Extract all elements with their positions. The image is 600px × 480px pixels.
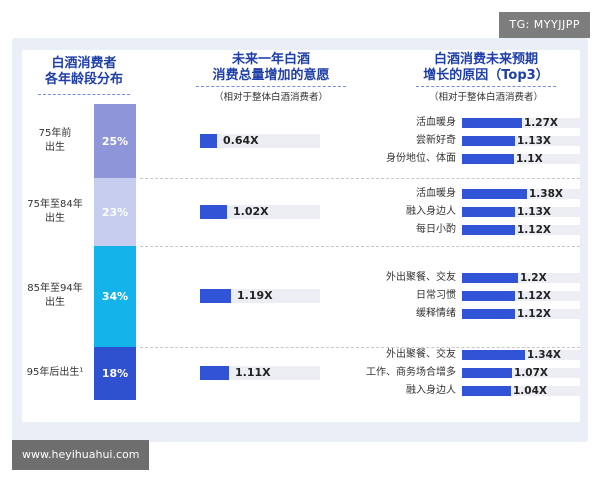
age-group-label-line: 出生 bbox=[45, 142, 65, 153]
chart-panel: 白酒消费者 各年龄段分布 未来一年白酒 消费总量增加的意愿 （相对于整体白酒消费… bbox=[22, 50, 580, 422]
age-group-label: 85年至94年 出生 bbox=[22, 282, 88, 310]
reason-bar-fill bbox=[462, 273, 518, 284]
age-group-label-line: 75年前 bbox=[38, 128, 72, 139]
age-header-line-2: 各年龄段分布 bbox=[44, 72, 123, 87]
reasons-header-line-2: 增长的原因（Top3） bbox=[423, 68, 549, 83]
reason-value: 1.1X bbox=[516, 153, 543, 165]
reason-bar-fill bbox=[462, 350, 525, 361]
age-share-segment: 23% bbox=[94, 178, 136, 247]
reason-label: 活血暖身 bbox=[416, 117, 456, 128]
age-column-header: 白酒消费者 各年龄段分布 bbox=[22, 56, 146, 88]
reason-label: 融入身边人 bbox=[406, 206, 456, 218]
willingness-header-line-1: 未来一年白酒 bbox=[231, 52, 310, 67]
reason-value: 1.13X bbox=[517, 135, 552, 147]
willingness-bar-fill bbox=[200, 205, 227, 220]
reason-bar-track bbox=[462, 368, 580, 379]
willingness-bar-track bbox=[200, 134, 320, 148]
age-header-underline bbox=[38, 94, 130, 95]
reason-bar-fill bbox=[462, 291, 515, 302]
footer-site-url[interactable]: www.heyihuahui.com bbox=[12, 440, 150, 470]
watermark-badge: TG: MYYJJPP bbox=[499, 12, 590, 38]
reason-label: 外出聚餐、交友 bbox=[386, 272, 456, 284]
age-group-label-line: 出生 bbox=[45, 213, 65, 225]
reason-bar-fill bbox=[462, 309, 515, 320]
reason-bar-track bbox=[462, 225, 580, 236]
reason-bar-fill bbox=[462, 136, 515, 146]
reason-value: 1.13X bbox=[517, 206, 552, 219]
willingness-header-underline bbox=[196, 86, 346, 87]
age-group-label-line: 85年至94年 bbox=[27, 283, 83, 295]
willingness-column-header: 未来一年白酒 消费总量增加的意愿 （相对于整体白酒消费者） bbox=[186, 52, 356, 106]
reason-label: 尝新好奇 bbox=[416, 135, 456, 146]
age-group-label: 95年后出生¹ bbox=[22, 366, 88, 380]
reason-bar-fill bbox=[462, 207, 515, 218]
reason-value: 1.27X bbox=[524, 117, 559, 129]
willingness-value: 1.11X bbox=[235, 366, 271, 380]
age-group-label: 75年前出生 bbox=[22, 127, 88, 155]
age-header-line-1: 白酒消费者 bbox=[51, 56, 117, 71]
row-separator bbox=[140, 178, 580, 179]
willingness-value: 1.19X bbox=[237, 289, 273, 303]
reason-label: 融入身边人 bbox=[406, 385, 456, 397]
willingness-bar-track bbox=[200, 366, 320, 381]
reason-label: 缓释情绪 bbox=[416, 308, 456, 320]
reason-value: 1.12X bbox=[517, 224, 552, 237]
reason-value: 1.38X bbox=[529, 188, 564, 201]
age-share-segment: 18% bbox=[94, 346, 136, 400]
reason-label: 活血暖身 bbox=[416, 188, 456, 200]
age-share-segment: 34% bbox=[94, 246, 136, 347]
willingness-bar-fill bbox=[200, 289, 231, 304]
willingness-value: 0.64X bbox=[223, 134, 259, 147]
reason-value: 1.07X bbox=[514, 367, 549, 380]
reason-label: 外出聚餐、交友 bbox=[386, 349, 456, 361]
reason-bar-fill bbox=[462, 225, 515, 236]
reason-bar-track bbox=[462, 386, 580, 397]
row-separator bbox=[140, 346, 580, 348]
reason-bar-fill bbox=[462, 189, 527, 200]
age-group-label-line: 75年至84年 bbox=[27, 199, 83, 211]
willingness-bar-fill bbox=[200, 134, 217, 148]
reason-value: 1.2X bbox=[520, 272, 547, 285]
reason-value: 1.04X bbox=[513, 385, 548, 398]
age-group-label-line: 出生 bbox=[45, 297, 65, 309]
willingness-header-line-2: 消费总量增加的意愿 bbox=[212, 68, 330, 83]
age-group-label-line: 95年后出生¹ bbox=[26, 367, 84, 379]
reason-bar-track bbox=[462, 309, 580, 320]
reason-label: 每日小酌 bbox=[416, 224, 456, 236]
row-separator bbox=[140, 246, 580, 248]
reasons-header-underline bbox=[416, 86, 556, 87]
reason-bar-track bbox=[462, 207, 580, 218]
reasons-column-header: 白酒消费未来预期 增长的原因（Top3） （相对于整体白酒消费者） bbox=[406, 52, 566, 106]
reasons-header-note: （相对于整体白酒消费者） bbox=[428, 92, 543, 103]
willingness-bar-fill bbox=[200, 366, 229, 381]
reason-bar-fill bbox=[462, 368, 512, 379]
willingness-bar-track bbox=[200, 205, 320, 220]
reason-value: 1.12X bbox=[517, 308, 552, 321]
reason-value: 1.34X bbox=[527, 349, 562, 362]
reason-value: 1.12X bbox=[517, 290, 552, 303]
willingness-header-note: （相对于整体白酒消费者） bbox=[213, 92, 328, 103]
reason-bar-track bbox=[462, 291, 580, 302]
reason-bar-track bbox=[462, 136, 580, 146]
reason-bar-fill bbox=[462, 386, 511, 397]
reason-bar-fill bbox=[462, 154, 514, 164]
reason-bar-fill bbox=[462, 118, 522, 128]
reasons-header-line-1: 白酒消费未来预期 bbox=[433, 52, 538, 67]
reason-label: 身份地位、体面 bbox=[386, 153, 456, 164]
reason-label: 日常习惯 bbox=[416, 290, 456, 302]
willingness-value: 1.02X bbox=[233, 205, 269, 219]
age-group-label: 75年至84年 出生 bbox=[22, 198, 88, 226]
reason-bar-track bbox=[462, 273, 580, 284]
reason-bar-track bbox=[462, 154, 580, 164]
age-share-segment: 25% bbox=[94, 104, 136, 178]
reason-label: 工作、商务场合增多 bbox=[366, 367, 456, 379]
